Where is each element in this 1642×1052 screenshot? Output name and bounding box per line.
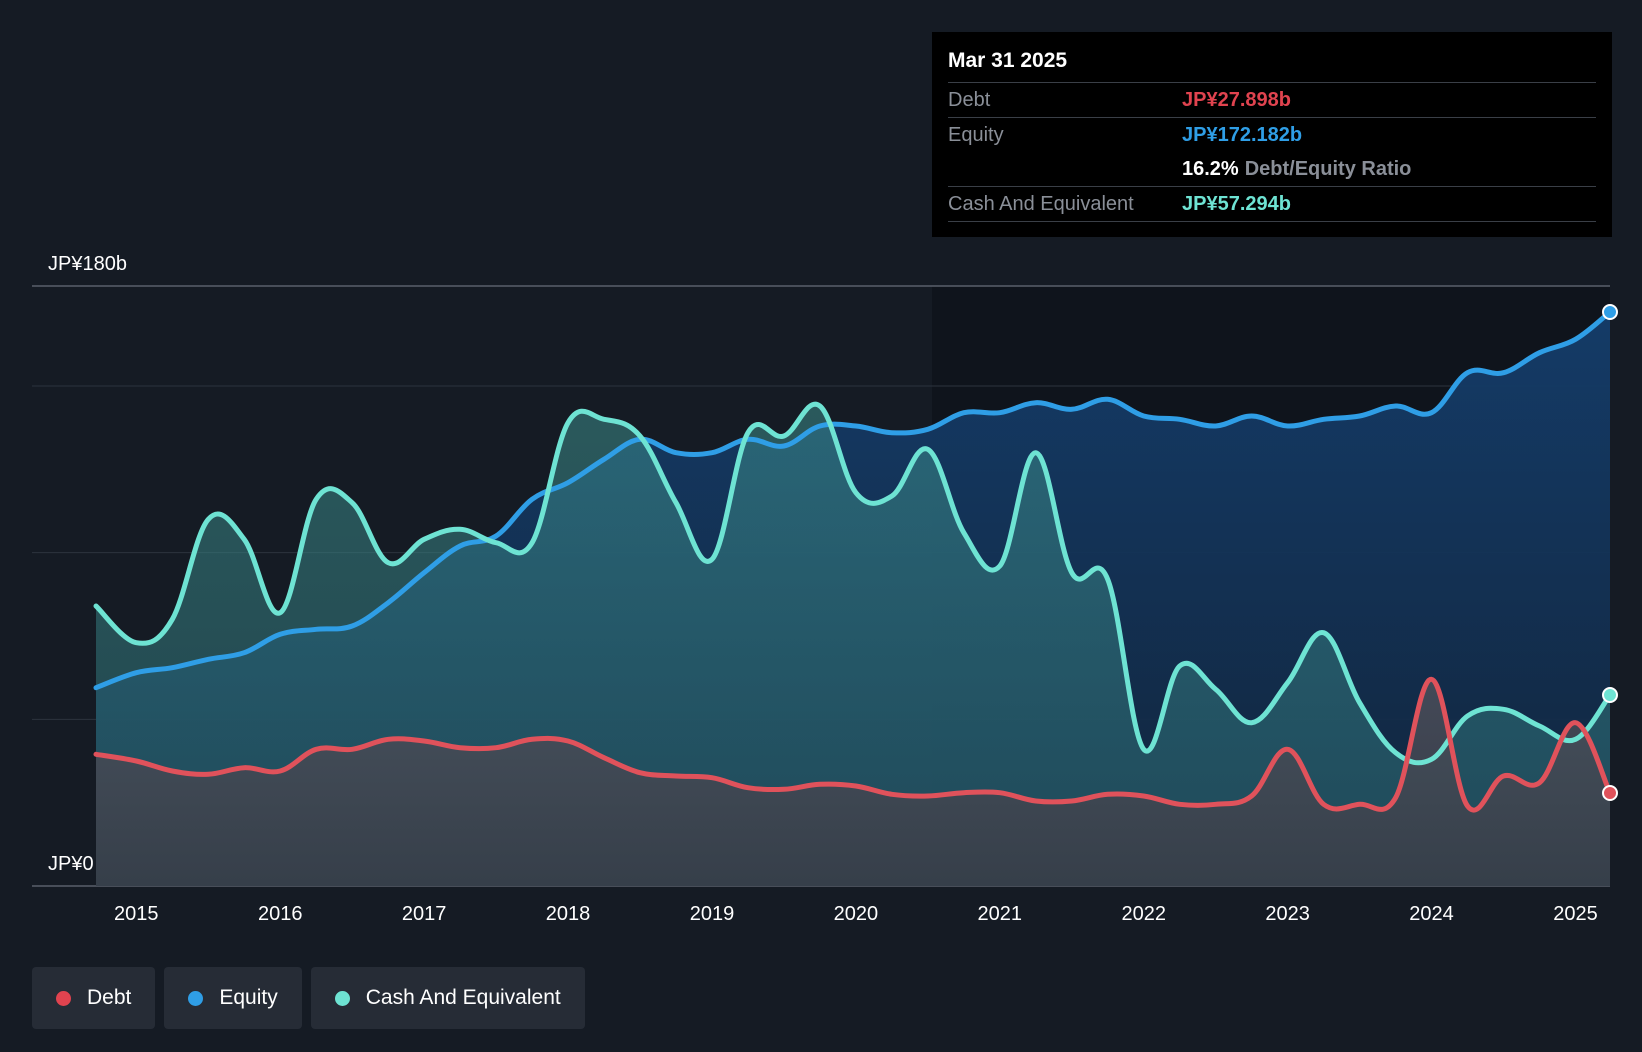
- x-tick-label: 2016: [258, 903, 303, 925]
- legend-cash-dot-icon: [334, 990, 350, 1006]
- legend-equity[interactable]: Equity: [164, 967, 302, 1029]
- series-areas: [96, 312, 1610, 886]
- tooltip-equity-label: Equity: [948, 123, 1004, 146]
- tooltip-debt-label: Debt: [948, 88, 991, 111]
- y-axis-bottom-label: JP¥0: [48, 853, 94, 875]
- x-tick-label: 2019: [690, 903, 735, 925]
- tooltip-cash-row: Cash And Equivalent JP¥57.294b: [948, 186, 1596, 222]
- x-tick-label: 2023: [1265, 903, 1310, 925]
- end-markers: [1602, 304, 1618, 801]
- tooltip-debt-row: Debt JP¥27.898b: [948, 82, 1596, 117]
- legend-equity-dot-icon: [188, 990, 204, 1006]
- cash-end-marker[interactable]: [1602, 687, 1618, 703]
- y-axis-top-label: JP¥180b: [48, 253, 127, 275]
- legend-cash[interactable]: Cash And Equivalent: [310, 967, 585, 1029]
- legend-equity-label: Equity: [219, 986, 278, 1009]
- legend-debt-dot-icon: [56, 990, 71, 1006]
- cash-line: [93, 401, 1613, 766]
- x-tick-label: 2020: [834, 903, 879, 925]
- debt-end-marker[interactable]: [1602, 785, 1618, 801]
- x-tick-label: 2015: [114, 903, 159, 925]
- tooltip-cash-label: Cash And Equivalent: [948, 192, 1134, 215]
- series-lines: [93, 309, 1613, 813]
- tooltip-ratio-label: Debt/Equity Ratio: [1244, 157, 1412, 180]
- tooltip-date: Mar 31 2025: [948, 49, 1068, 72]
- legend-cash-label: Cash And Equivalent: [365, 986, 561, 1009]
- x-tick-label: 2021: [978, 903, 1023, 925]
- x-tick-label: 2022: [1121, 903, 1166, 925]
- equity-line: [93, 309, 1613, 691]
- x-tick-label: 2025: [1553, 903, 1598, 925]
- debt-area: [96, 679, 1610, 886]
- legend-debt-label: Debt: [87, 986, 132, 1009]
- x-axis-ticks: 2015 2016 2017 2018 2019 2020 2021 2022 2023 2024…: [114, 903, 1598, 925]
- tooltip-equity-value: JP¥172.182b: [1182, 123, 1303, 146]
- debt-line: [93, 676, 1613, 813]
- tooltip-equity-row: Equity JP¥172.182b: [948, 117, 1596, 152]
- tooltip-cash-value: JP¥57.294b: [1182, 192, 1291, 215]
- tooltip-ratio-value: 16.2%: [1182, 157, 1239, 180]
- x-tick-label: 2017: [402, 903, 447, 925]
- tooltip-panel: Mar 31 2025 Debt JP¥27.898b Equity JP¥17…: [932, 32, 1612, 237]
- tooltip-debt-value: JP¥27.898b: [1182, 88, 1291, 111]
- x-tick-label: 2018: [546, 903, 591, 925]
- legend-debt[interactable]: Debt: [32, 967, 156, 1029]
- x-tick-label: 2024: [1409, 903, 1454, 925]
- equity-end-marker[interactable]: [1602, 304, 1618, 320]
- chart-legend: Debt Equity Cash And Equivalent: [32, 967, 585, 1029]
- tooltip-ratio-row: 16.2% Debt/Equity Ratio: [948, 152, 1596, 186]
